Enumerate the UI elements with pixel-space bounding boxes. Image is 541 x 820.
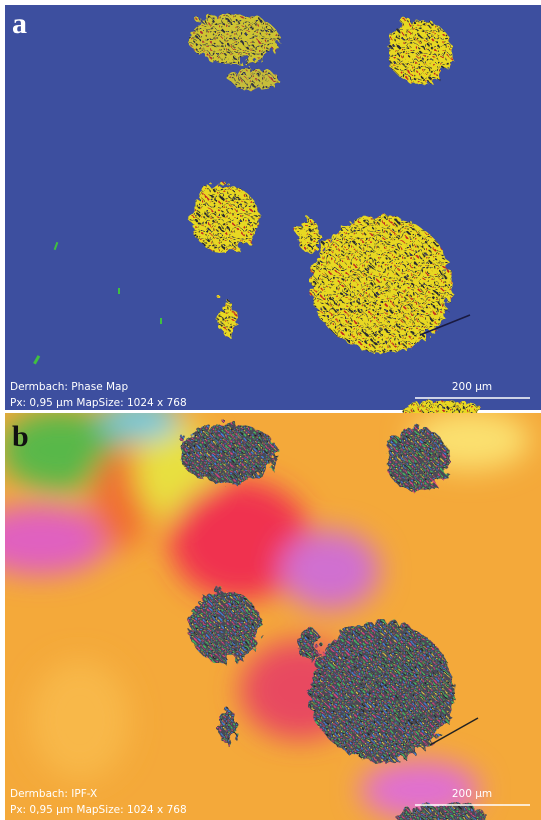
panel-b: b Dermbach: IPF-X Px: 0,95 µm MapSize: 1…	[0, 400, 541, 820]
panel-a: a Dermbach: Phase Map Px: 0,95 µm MapSiz…	[5, 5, 541, 420]
figure: a Dermbach: Phase Map Px: 0,95 µm MapSiz…	[0, 0, 541, 820]
caption-line: Px: 0,95 µm MapSize: 1024 x 768	[10, 397, 187, 409]
panel-label: a	[12, 7, 27, 40]
scale-bar-label: 200 µm	[452, 788, 492, 800]
caption-line: Dermbach: Phase Map	[10, 381, 128, 393]
panel-label: b	[12, 420, 29, 453]
caption-line: Dermbach: IPF-X	[10, 788, 97, 800]
phase-map-background	[5, 5, 541, 410]
scale-bar-label: 200 µm	[452, 381, 492, 393]
caption-line: Px: 0,95 µm MapSize: 1024 x 768	[10, 804, 187, 816]
